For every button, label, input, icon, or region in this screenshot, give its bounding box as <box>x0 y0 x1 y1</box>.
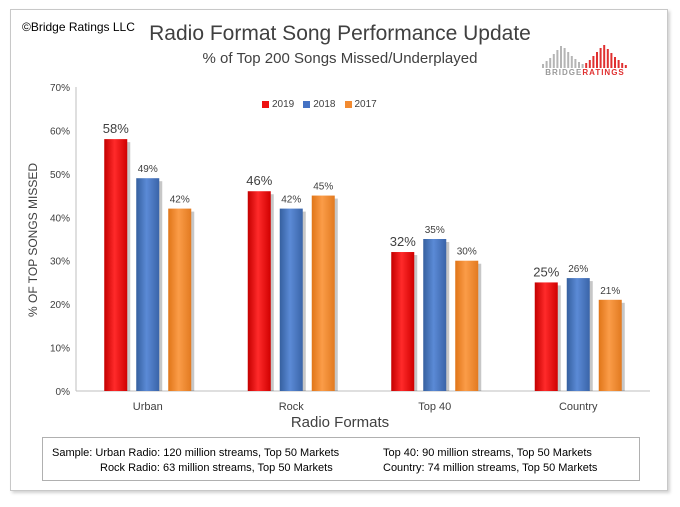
bar-rock-2019 <box>247 191 271 391</box>
data-label: 32% <box>390 234 416 249</box>
logo-bar <box>603 45 606 68</box>
legend: 2019 2018 2017 <box>262 99 377 110</box>
legend-swatch-2018 <box>303 101 311 108</box>
logo-bar <box>567 52 570 68</box>
footnote-line2-right: Country: 74 million streams, Top 50 Mark… <box>383 462 598 474</box>
logo-bar <box>592 56 595 68</box>
data-label: 30% <box>457 247 477 258</box>
y-tick-label: 70% <box>50 83 70 94</box>
chart-title: Radio Format Song Performance Update <box>149 22 531 45</box>
sample-footnote: Sample: Urban Radio: 120 million streams… <box>42 437 640 481</box>
chart-subtitle: % of Top 200 Songs Missed/Underplayed <box>202 50 478 67</box>
logo-text-accent: RATINGS <box>582 68 625 77</box>
bar-rock-2017 <box>311 195 335 391</box>
logo-wordmark: BRIDGERATINGS <box>540 68 630 77</box>
x-tick-label: Urban <box>133 401 163 413</box>
logo-bar <box>578 62 580 68</box>
logo-bar <box>596 52 598 68</box>
logo-bar <box>542 64 544 68</box>
data-label: 49% <box>138 164 158 175</box>
bar-top-40-2018 <box>423 239 447 391</box>
data-label: 35% <box>425 225 445 236</box>
legend-swatch-2019 <box>262 101 269 108</box>
legend-label-2018: 2018 <box>313 99 336 110</box>
data-label: 26% <box>568 264 588 275</box>
legend-item-2019: 2019 <box>262 99 294 110</box>
y-tick-label: 50% <box>50 170 70 181</box>
logo-bar <box>552 54 555 68</box>
data-label: 21% <box>600 286 620 297</box>
legend-item-2018: 2018 <box>303 99 336 110</box>
bar-country-2018 <box>566 278 590 391</box>
bar-top-40-2017 <box>455 260 479 391</box>
logo-bar <box>614 57 616 68</box>
copyright-text: ©Bridge Ratings LLC <box>22 20 135 34</box>
y-tick-label: 30% <box>50 257 70 268</box>
footnote-line1-right: Top 40: 90 million streams, Top 50 Marke… <box>383 447 592 459</box>
legend-label-2019: 2019 <box>272 99 295 110</box>
x-tick-label: Top 40 <box>418 401 451 413</box>
logo-bar <box>606 49 609 68</box>
logo-bar <box>545 61 548 68</box>
logo-text-main: BRIDGE <box>545 68 583 77</box>
bar-urban-2018 <box>136 178 160 391</box>
y-tick-label: 60% <box>50 126 70 137</box>
logo-bar <box>581 64 584 68</box>
bar-country-2019 <box>534 282 558 391</box>
logo-bar <box>570 56 573 68</box>
y-tick-label: 20% <box>50 300 70 311</box>
bar-urban-2017 <box>168 208 192 391</box>
data-label: 45% <box>313 182 333 193</box>
bar-urban-2019 <box>104 139 128 391</box>
logo-bar <box>549 58 552 68</box>
x-tick-label: Rock <box>279 401 305 413</box>
bridge-ratings-logo <box>542 45 627 68</box>
logo-bar <box>599 48 602 68</box>
data-label: 46% <box>246 173 272 188</box>
logo-bar <box>585 63 588 68</box>
bar-country-2017 <box>598 299 622 391</box>
footnote-line1-left: Sample: Urban Radio: 120 million streams… <box>52 447 340 459</box>
logo-bar <box>556 50 559 68</box>
y-tick-label: 0% <box>56 387 71 398</box>
legend-label-2017: 2017 <box>354 99 377 110</box>
logo-bar <box>624 65 627 68</box>
y-tick-label: 40% <box>50 213 70 224</box>
y-tick-label: 10% <box>50 344 70 355</box>
logo-bar <box>560 46 562 68</box>
data-label: 25% <box>533 264 559 279</box>
logo-bar <box>621 63 624 68</box>
logo-bar <box>610 53 613 68</box>
logo-bar <box>617 60 620 68</box>
logo-bars-icon <box>542 45 627 68</box>
bar-rock-2018 <box>279 208 303 391</box>
x-tick-label: Country <box>559 401 598 413</box>
bar-top-40-2019 <box>391 252 415 391</box>
x-axis-label: Radio Formats <box>290 414 390 431</box>
data-label: 42% <box>281 195 301 206</box>
data-label: 42% <box>170 195 190 206</box>
legend-item-2017: 2017 <box>344 99 377 110</box>
footnote-line2-left: Rock Radio: 63 million streams, Top 50 M… <box>100 462 333 474</box>
logo-bar <box>563 48 566 68</box>
legend-swatch-2017 <box>344 101 352 108</box>
logo-bar <box>574 59 577 68</box>
logo-bar <box>588 60 591 68</box>
data-label: 58% <box>103 121 129 136</box>
